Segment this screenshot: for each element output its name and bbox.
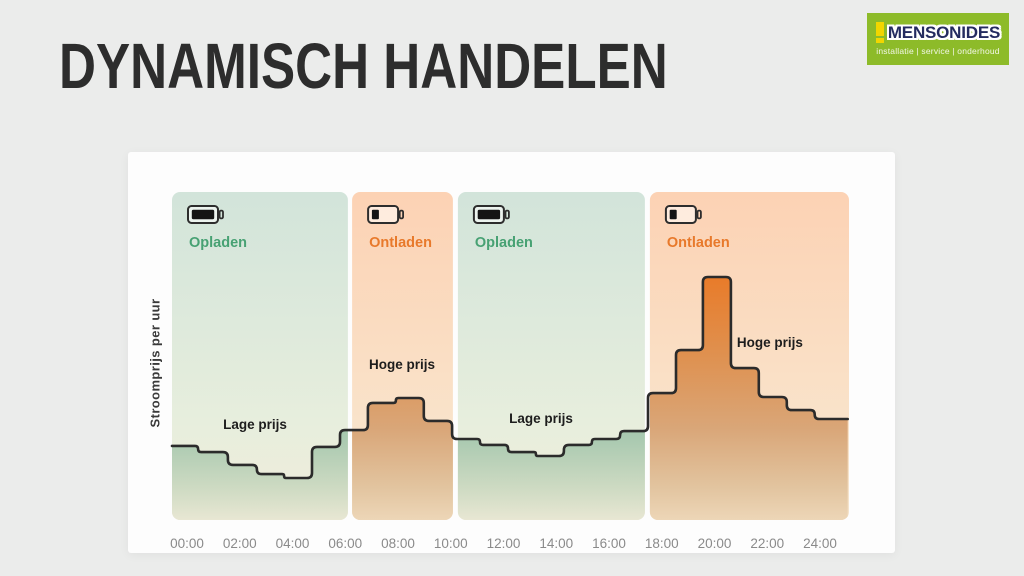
logo-tagline: installatie | service | onderhoud bbox=[876, 46, 1000, 56]
logo-company-name: MENSONIDES bbox=[887, 22, 1001, 42]
slide-title: DYNAMISCH HANDELEN bbox=[59, 30, 668, 102]
logo-row: MENSONIDES bbox=[875, 22, 1001, 43]
company-logo: MENSONIDES installatie | service | onder… bbox=[867, 13, 1009, 65]
y-axis-label: Stroomprijs per uur bbox=[147, 298, 163, 428]
chart-card bbox=[128, 152, 895, 553]
logo-exclamation-icon bbox=[875, 22, 884, 43]
